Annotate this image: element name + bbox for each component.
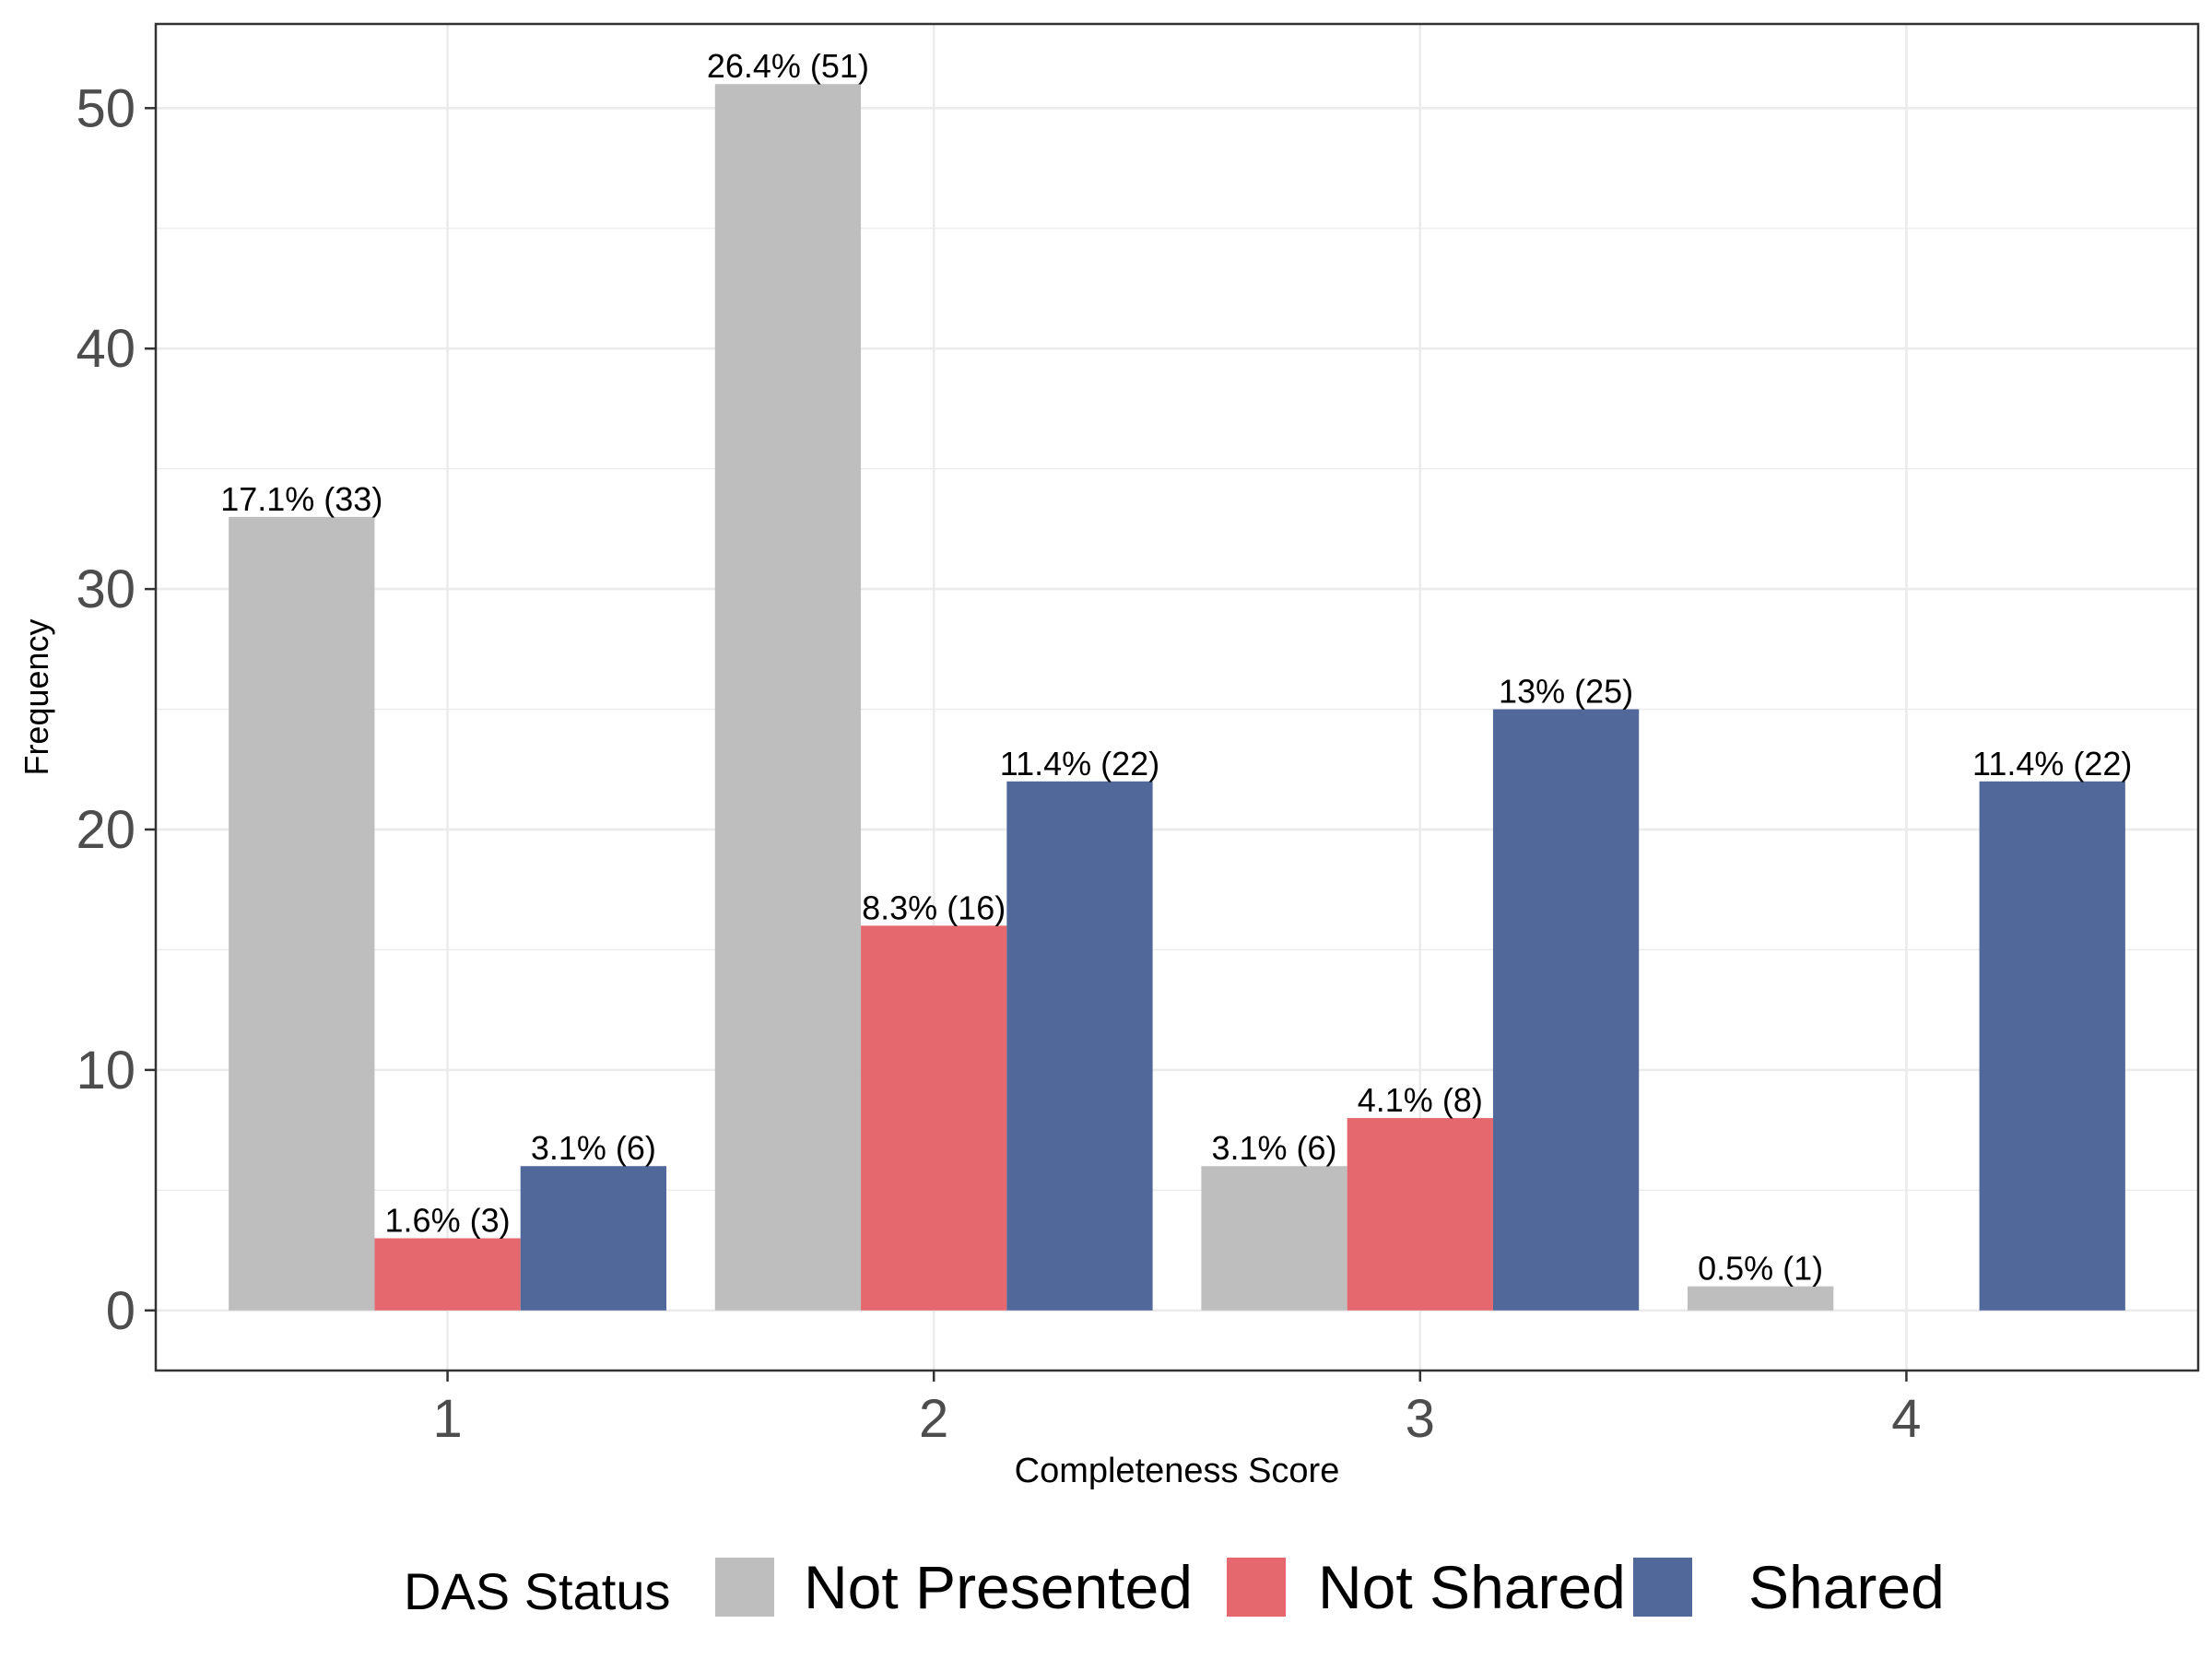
legend-label: Shared xyxy=(1748,1553,1945,1621)
data-label: 11.4% (22) xyxy=(1000,745,1159,782)
bar xyxy=(1006,781,1153,1311)
bar xyxy=(1492,709,1640,1311)
y-tick-label: 10 xyxy=(76,1041,135,1100)
legend-title: DAS Status xyxy=(404,1562,670,1620)
bars xyxy=(229,84,2125,1311)
y-axis-title: Frequency xyxy=(18,618,55,775)
y-tick-label: 50 xyxy=(76,78,135,138)
plot-panel-border xyxy=(154,22,2200,1372)
data-label: 11.4% (22) xyxy=(1972,745,2132,782)
bar xyxy=(1201,1166,1347,1311)
legend-key xyxy=(715,1558,774,1617)
x-tick-label: 1 xyxy=(432,1389,462,1449)
legend-label: Not Presented xyxy=(804,1553,1193,1621)
data-label: 4.1% (8) xyxy=(1358,1081,1483,1119)
data-label: 1.6% (3) xyxy=(385,1202,511,1240)
data-labels: 17.1% (33) 26.4% (51) 3.1% (6) 0.5% (1) 1.6%… xyxy=(220,47,2132,1287)
data-label: 8.3% (16) xyxy=(862,888,1006,926)
x-tick-label: 3 xyxy=(1406,1389,1435,1449)
data-label: 17.1% (33) xyxy=(220,480,382,518)
data-label: 13% (25) xyxy=(1499,673,1633,711)
y-tick-label: 40 xyxy=(76,319,135,379)
axes: 0 10 20 30 40 50 1 2 3 4 xyxy=(76,78,1921,1449)
legend-key xyxy=(1633,1558,1692,1617)
data-label: 26.4% (51) xyxy=(707,47,869,85)
x-tick-label: 2 xyxy=(919,1389,948,1449)
y-tick-label: 20 xyxy=(76,800,135,860)
legend-key xyxy=(1227,1558,1286,1617)
data-label: 0.5% (1) xyxy=(1698,1250,1823,1288)
y-tick-label: 0 xyxy=(106,1281,135,1341)
bar xyxy=(1347,1118,1493,1311)
legend: DAS Status Not Presented Not Shared Shared xyxy=(404,1553,1945,1621)
bar xyxy=(1688,1286,1834,1311)
plot-panel-background xyxy=(156,24,2198,1371)
bar xyxy=(714,84,862,1311)
x-tick-label: 4 xyxy=(1891,1389,1921,1449)
bar xyxy=(861,925,1007,1311)
grid xyxy=(156,24,2198,1371)
bar xyxy=(520,1166,666,1311)
data-label: 3.1% (6) xyxy=(1211,1129,1336,1167)
data-label: 3.1% (6) xyxy=(531,1129,656,1167)
bar xyxy=(1979,781,2125,1311)
bar xyxy=(229,516,375,1311)
y-tick-label: 30 xyxy=(76,559,135,619)
bar xyxy=(374,1238,521,1311)
x-axis-title: Completeness Score xyxy=(1015,1452,1340,1490)
legend-label: Not Shared xyxy=(1318,1553,1626,1621)
